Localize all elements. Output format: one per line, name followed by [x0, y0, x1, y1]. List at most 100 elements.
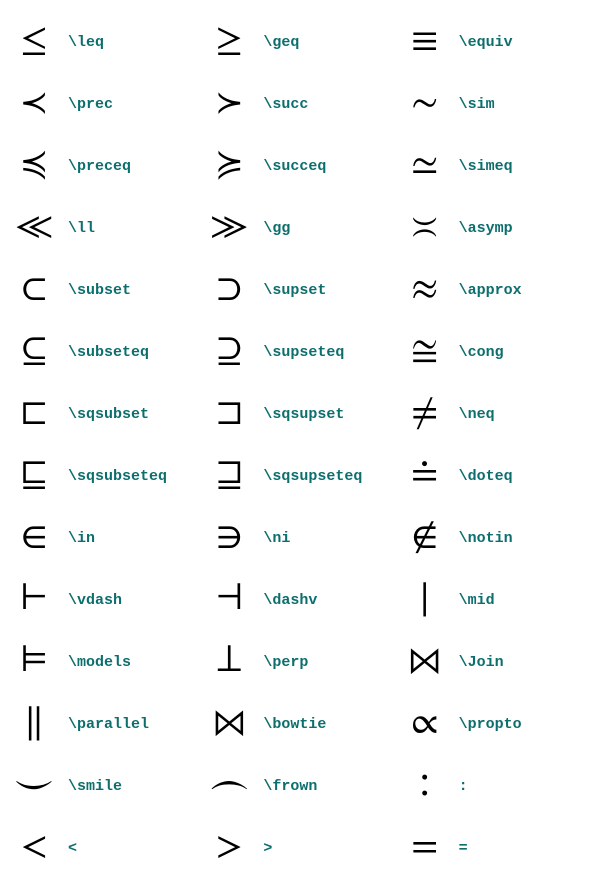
- symbol-command: \succ: [263, 96, 308, 113]
- symbol-glyph: ≻: [205, 85, 253, 123]
- symbol-cell: ⊨ \models: [10, 640, 205, 684]
- symbol-command: \sqsubseteq: [68, 468, 167, 485]
- symbol-glyph: ⊣: [205, 581, 253, 619]
- symbol-cell: ⊑ \sqsubseteq: [10, 454, 205, 498]
- symbol-glyph: ≫: [205, 209, 253, 247]
- symbol-cell: ≫ \gg: [205, 206, 400, 250]
- symbol-cell: ⋈ \Join: [401, 640, 596, 684]
- symbol-cell: ≥\geq: [205, 20, 400, 64]
- symbol-glyph: <: [10, 829, 58, 867]
- symbol-command: \subset: [68, 282, 131, 299]
- symbol-command: \ll: [68, 220, 95, 237]
- symbol-command: \neq: [459, 406, 495, 423]
- symbol-glyph: ∣: [401, 581, 449, 619]
- symbol-command: \succeq: [263, 158, 326, 175]
- symbol-command: \vdash: [68, 592, 122, 609]
- symbol-command: \models: [68, 654, 131, 671]
- symbol-command: :: [459, 778, 468, 795]
- symbol-glyph: ⊒: [205, 457, 253, 495]
- symbol-cell: ≠ \neq: [401, 392, 596, 436]
- symbol-glyph: ≠: [401, 395, 449, 433]
- symbol-glyph: ≈: [401, 271, 449, 309]
- symbol-cell: ∈ \in: [10, 516, 205, 560]
- symbol-command: \cong: [459, 344, 504, 361]
- symbol-glyph: ≪: [10, 209, 58, 247]
- symbol-glyph: >: [205, 829, 253, 867]
- symbol-glyph: ∶: [401, 767, 449, 805]
- symbol-glyph: ⊃: [205, 271, 253, 309]
- symbol-command: \asymp: [459, 220, 513, 237]
- symbol-cell: ⊏ \sqsubset: [10, 392, 205, 436]
- symbol-cell: ≻ \succ: [205, 82, 400, 126]
- symbol-cell: ≼ \preceq: [10, 144, 205, 188]
- symbol-glyph: ∼: [401, 85, 449, 123]
- symbol-command: \frown: [263, 778, 317, 795]
- symbol-glyph: ⊥: [205, 643, 253, 681]
- symbol-cell: ≐\doteq: [401, 454, 596, 498]
- symbol-cell: ≡\equiv: [401, 20, 596, 64]
- symbol-cell: ≤ \leq: [10, 20, 205, 64]
- symbol-glyph: ≅: [401, 333, 449, 371]
- symbol-glyph: =: [401, 829, 449, 867]
- symbol-glyph: ≽: [205, 147, 253, 185]
- symbol-glyph: ⊢: [10, 581, 58, 619]
- symbol-cell: ⋈ \bowtie: [205, 702, 400, 746]
- symbol-command: >: [263, 840, 272, 857]
- symbol-command: \perp: [263, 654, 308, 671]
- symbol-glyph: ≃: [401, 147, 449, 185]
- symbol-glyph: ∈: [10, 519, 58, 557]
- symbol-command: \preceq: [68, 158, 131, 175]
- symbol-cell: ≈ \approx: [401, 268, 596, 312]
- symbol-command: \geq: [263, 34, 299, 51]
- symbol-command: \dashv: [263, 592, 317, 609]
- symbol-glyph: ⊐: [205, 395, 253, 433]
- symbol-command: =: [459, 840, 468, 857]
- symbol-glyph: ⊑: [10, 457, 58, 495]
- symbol-glyph: ⊆: [10, 333, 58, 371]
- symbol-cell: ≃\simeq: [401, 144, 596, 188]
- symbol-command: \sqsupset: [263, 406, 344, 423]
- symbol-glyph: ⊏: [10, 395, 58, 433]
- symbol-glyph: ⊨: [10, 643, 58, 681]
- symbol-cell: ⊐ \sqsupset: [205, 392, 400, 436]
- symbol-command: \ni: [263, 530, 290, 547]
- symbol-command: \subseteq: [68, 344, 149, 361]
- symbol-command: \sqsubset: [68, 406, 149, 423]
- symbol-glyph: ⊇: [205, 333, 253, 371]
- symbol-glyph: ⌢: [205, 767, 253, 805]
- symbol-glyph: ≼: [10, 147, 58, 185]
- symbol-glyph: ≤: [10, 23, 58, 61]
- symbol-glyph: ⋈: [205, 705, 253, 743]
- symbol-cell: ∉\notin: [401, 516, 596, 560]
- symbol-cell: ⌢ \frown: [205, 764, 400, 808]
- symbol-cell: ⊆ \subseteq: [10, 330, 205, 374]
- symbol-cell: ∋\ni: [205, 516, 400, 560]
- symbol-command: \parallel: [68, 716, 149, 733]
- symbol-cell: ≍ \asymp: [401, 206, 596, 250]
- symbol-command: \leq: [68, 34, 104, 51]
- symbol-cell: ≽ \succeq: [205, 144, 400, 188]
- symbol-command: \equiv: [459, 34, 513, 51]
- symbol-command: \sim: [459, 96, 495, 113]
- symbol-command: \gg: [263, 220, 290, 237]
- symbol-command: \bowtie: [263, 716, 326, 733]
- symbol-command: \in: [68, 530, 95, 547]
- symbol-cell: ∶:: [401, 764, 596, 808]
- symbol-glyph: ≍: [401, 209, 449, 247]
- symbol-cell: ⊥ \perp: [205, 640, 400, 684]
- symbol-glyph: ∝: [401, 705, 449, 743]
- symbol-cell: ∣\mid: [401, 578, 596, 622]
- symbol-command: \supseteq: [263, 344, 344, 361]
- symbol-command: \approx: [459, 282, 522, 299]
- symbol-cell: ⌣\smile: [10, 764, 205, 808]
- symbol-command: <: [68, 840, 77, 857]
- symbol-command: \Join: [459, 654, 504, 671]
- symbol-cell: ≅ \cong: [401, 330, 596, 374]
- symbol-cell: ∥\parallel: [10, 702, 205, 746]
- symbol-command: \doteq: [459, 468, 513, 485]
- symbol-glyph: ⋈: [401, 643, 449, 681]
- symbol-cell: ⊇ \supseteq: [205, 330, 400, 374]
- symbol-cell: ⊢ \vdash: [10, 578, 205, 622]
- symbol-cell: ≺\prec: [10, 82, 205, 126]
- symbol-cell: ⊂\subset: [10, 268, 205, 312]
